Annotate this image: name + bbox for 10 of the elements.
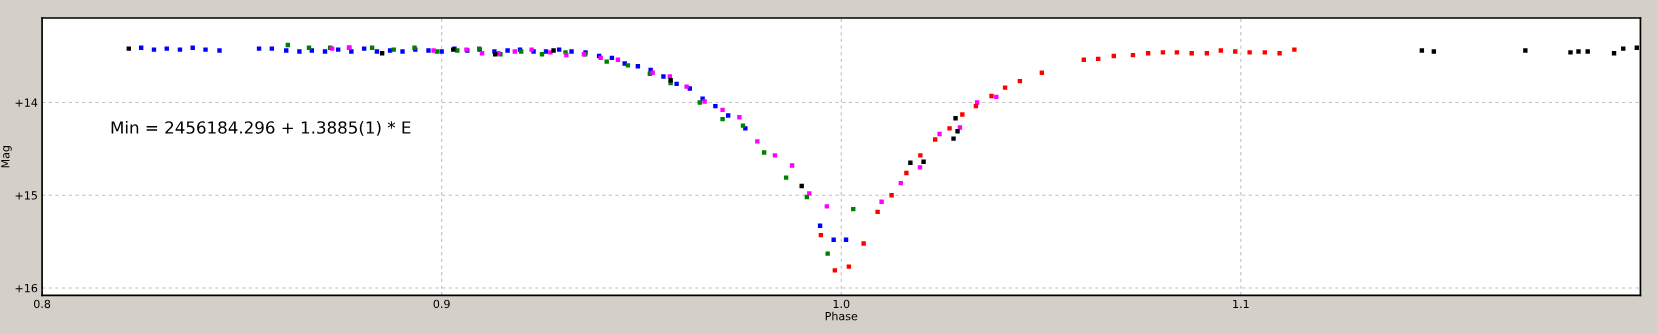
y-tick-label: +14 (15, 98, 38, 107)
y-axis-title: Mag (1, 146, 12, 168)
y-tick-label: +16 (15, 283, 38, 293)
y-tick-label: +15 (15, 191, 37, 200)
x-tick-label: 1.1 (1233, 299, 1249, 308)
annotation: Min = 2456184.296 + 1.3885(1) * E (111, 120, 411, 136)
x-axis-title: Phase (825, 311, 858, 321)
x-tick-label: 0.9 (433, 299, 450, 309)
x-tick-label: 0.8 (33, 299, 51, 309)
x-tick-label: 1.0 (833, 299, 850, 309)
